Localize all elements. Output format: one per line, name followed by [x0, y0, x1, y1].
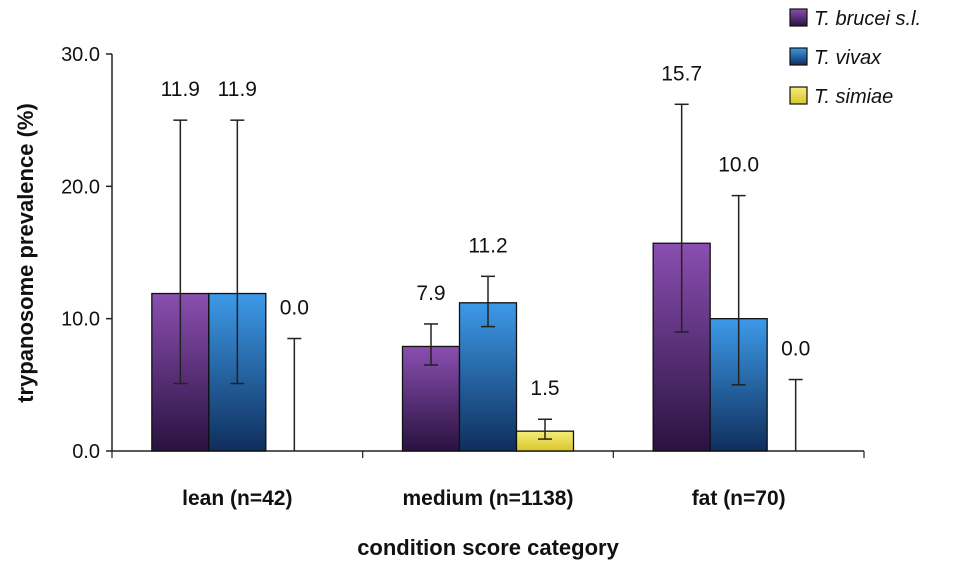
data-label: 11.9 [161, 78, 200, 101]
data-label: 1.5 [530, 377, 559, 400]
legend-swatch [789, 86, 808, 105]
y-tick-label: 10.0 [61, 309, 100, 331]
data-label: 15.7 [661, 62, 702, 85]
data-labels: 11.9 11.9 0.0 7.9 11.2 1.5 15.7 10.0 0.0 [161, 62, 811, 400]
data-label: 11.2 [468, 234, 507, 257]
data-label: 0.0 [781, 338, 810, 361]
y-axis-title: trypanosome prevalence (%) [13, 103, 38, 403]
x-tick-label: fat (n=70) [692, 487, 786, 510]
data-label: 11.9 [218, 78, 257, 101]
legend-swatch [789, 8, 808, 27]
data-label: 7.9 [416, 282, 445, 305]
y-tick-label: 0.0 [72, 441, 100, 463]
legend-label: T. brucei s.l. [814, 8, 921, 30]
error-bars [173, 103, 803, 451]
data-label: 0.0 [280, 297, 309, 320]
x-tick-label: medium (n=1138) [403, 487, 574, 510]
legend-label: T. vivax [814, 47, 882, 69]
legend-swatch [789, 47, 808, 66]
y-tick-label: 20.0 [61, 176, 100, 198]
legend: T. brucei s.l. T. vivax T. simiae [789, 8, 921, 108]
x-axis-title: condition score category [357, 535, 619, 560]
bar [458, 302, 518, 452]
bars [151, 242, 768, 452]
x-tick-label: lean (n=42) [182, 487, 292, 510]
y-tick-label: 30.0 [61, 44, 100, 66]
data-label: 10.0 [718, 154, 759, 177]
legend-label: T. simiae [814, 86, 893, 108]
